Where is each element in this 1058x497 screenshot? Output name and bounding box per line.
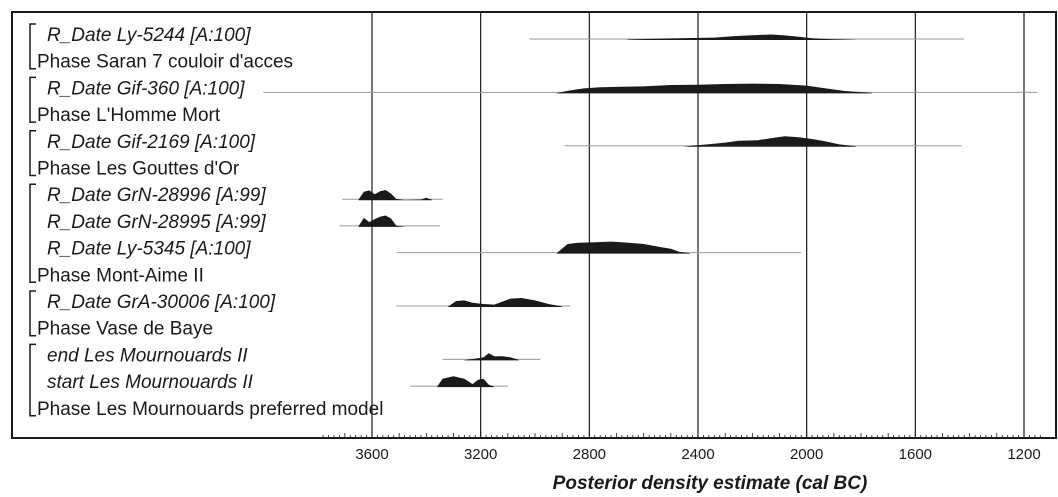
tick-label: 3600 [355,446,388,463]
phase-bracket [29,23,36,70]
phase-bracket [29,76,36,123]
tick-label: 2400 [681,446,714,463]
date-label: R_Date Gif-2169 [A:100] [47,132,256,153]
tick-label: 3200 [464,446,497,463]
tick-label: 1200 [1007,446,1040,463]
density-curve [358,215,405,227]
date-label: R_Date GrN-28995 [A:99] [47,212,266,233]
phase-bracket [29,290,36,337]
density-curve [358,190,432,201]
phase-label: Phase Mont-Aime II [37,265,204,286]
x-axis-title: Posterior density estimate (cal BC) [553,473,868,494]
plot-frame [11,11,1057,439]
grid-lines [371,12,1025,438]
brackets [29,23,36,417]
phase-label: Phase Les Mournouards preferred model [37,399,383,420]
phase-bracket [29,183,36,284]
density-curve [556,83,872,94]
phase-bracket [29,130,36,177]
date-label: R_Date GrA-30006 [A:100] [47,292,276,313]
date-label: start Les Mournouards II [47,372,254,393]
density-curve [627,34,856,40]
density-curve [437,376,495,388]
density-curve [684,136,856,147]
phase-label: Phase L'Homme Mort [37,105,221,126]
phase-label: Phase Les Gouttes d'Or [37,159,240,180]
tick-label: 1600 [899,446,932,463]
density-curve [556,241,690,254]
x-axis: 3600 3200 2800 2400 2000 1600 1200 [322,431,1041,463]
tick-label: 2800 [573,446,606,463]
density-curve [448,298,563,307]
date-label: end Les Mournouards II [47,345,248,366]
tick-label: 2000 [790,446,823,463]
rows: R_Date Ly-5244 [A:100] Phase Saran 7 coul… [37,25,1038,420]
phase-label: Phase Vase de Baye [37,319,213,340]
density-curve [464,353,519,361]
date-label: R_Date GrN-28996 [A:99] [47,185,266,206]
date-label: R_Date Ly-5345 [A:100] [47,239,251,260]
phase-label: Phase Saran 7 couloir d'acces [37,52,293,73]
date-label: R_Date Gif-360 [A:100] [47,78,245,99]
date-label: R_Date Ly-5244 [A:100] [47,25,251,46]
phase-bracket [29,343,36,417]
